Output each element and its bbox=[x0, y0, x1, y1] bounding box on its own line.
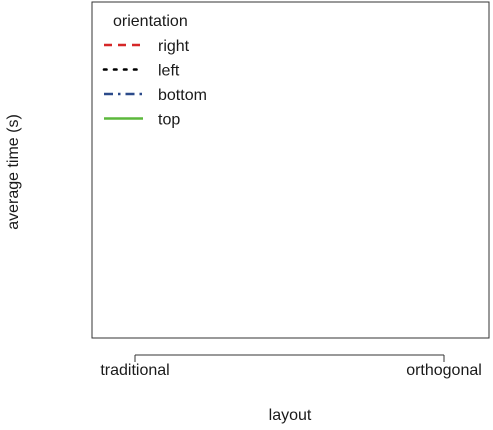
legend-label-bottom: bottom bbox=[158, 87, 207, 104]
legend-label-right: right bbox=[158, 38, 190, 55]
x-axis-label: layout bbox=[269, 407, 312, 424]
plot-frame bbox=[91, 1, 490, 339]
x-axis: traditional orthogonal bbox=[100, 354, 482, 379]
y-axis-label: average time (s) bbox=[5, 114, 22, 230]
x-tick-label: orthogonal bbox=[406, 362, 482, 379]
legend-title: orientation bbox=[113, 13, 188, 30]
legend-items: right left bottom top bbox=[102, 38, 207, 129]
x-tick-label: traditional bbox=[100, 362, 169, 379]
legend: orientation right left bottom top bbox=[102, 13, 207, 129]
legend-label-left: left bbox=[158, 63, 180, 80]
legend-label-top: top bbox=[158, 112, 180, 129]
